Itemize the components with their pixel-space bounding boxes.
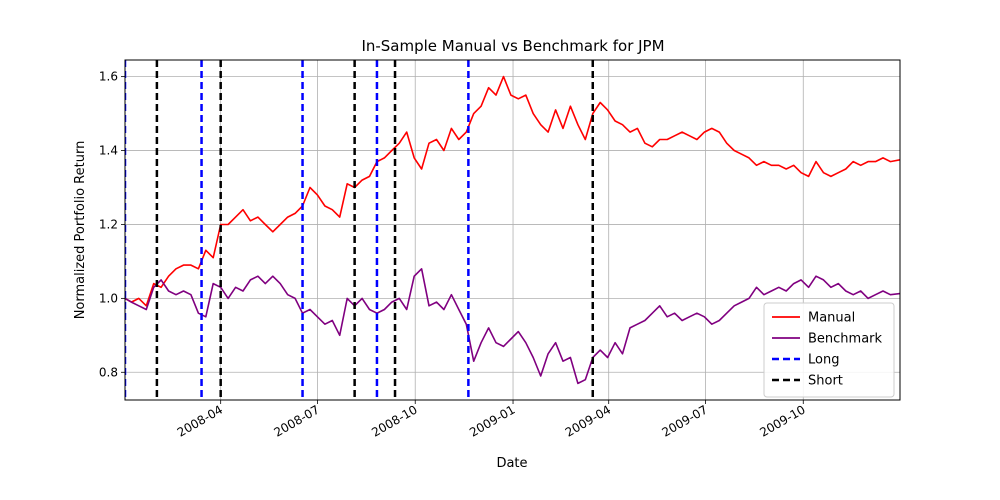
y-tick-label: 1.4 <box>99 144 118 158</box>
chart-title: In-Sample Manual vs Benchmark for JPM <box>361 37 664 55</box>
y-axis: 0.8 1.0 1.2 1.4 1.6 <box>99 70 125 379</box>
x-tick-label: 2008-04 <box>175 402 225 439</box>
series-line-benchmark <box>125 268 900 385</box>
x-tick-label: 2009-10 <box>757 402 807 439</box>
y-tick-label: 1.2 <box>99 217 118 231</box>
series-lines <box>125 75 900 385</box>
legend: Manual Benchmark Long Short <box>763 302 895 398</box>
x-tick-label: 2009-01 <box>467 402 517 439</box>
x-axis: 2008-04 2008-07 2008-10 2009-01 2009-04 2009-… <box>175 400 808 440</box>
plot-frame <box>124 59 901 401</box>
series-line-manual <box>125 75 900 307</box>
y-tick-label: 0.8 <box>99 365 118 379</box>
y-tick-label: 1.0 <box>99 291 118 305</box>
legend-label: Long <box>808 353 839 368</box>
x-tick-label: 2008-07 <box>271 402 321 439</box>
legend-box <box>763 302 895 398</box>
y-tick-label: 1.6 <box>99 70 118 84</box>
legend-label: Benchmark <box>808 332 883 347</box>
x-tick-label: 2009-04 <box>563 402 613 439</box>
x-axis-label: Date <box>496 456 527 471</box>
signal-lines <box>125 60 595 400</box>
x-tick-label: 2009-07 <box>660 402 710 439</box>
legend-label: Manual <box>808 311 855 326</box>
legend-label: Short <box>808 374 843 389</box>
x-tick-label: 2008-10 <box>369 402 419 439</box>
y-axis-label: Normalized Portfolio Return <box>73 141 88 320</box>
